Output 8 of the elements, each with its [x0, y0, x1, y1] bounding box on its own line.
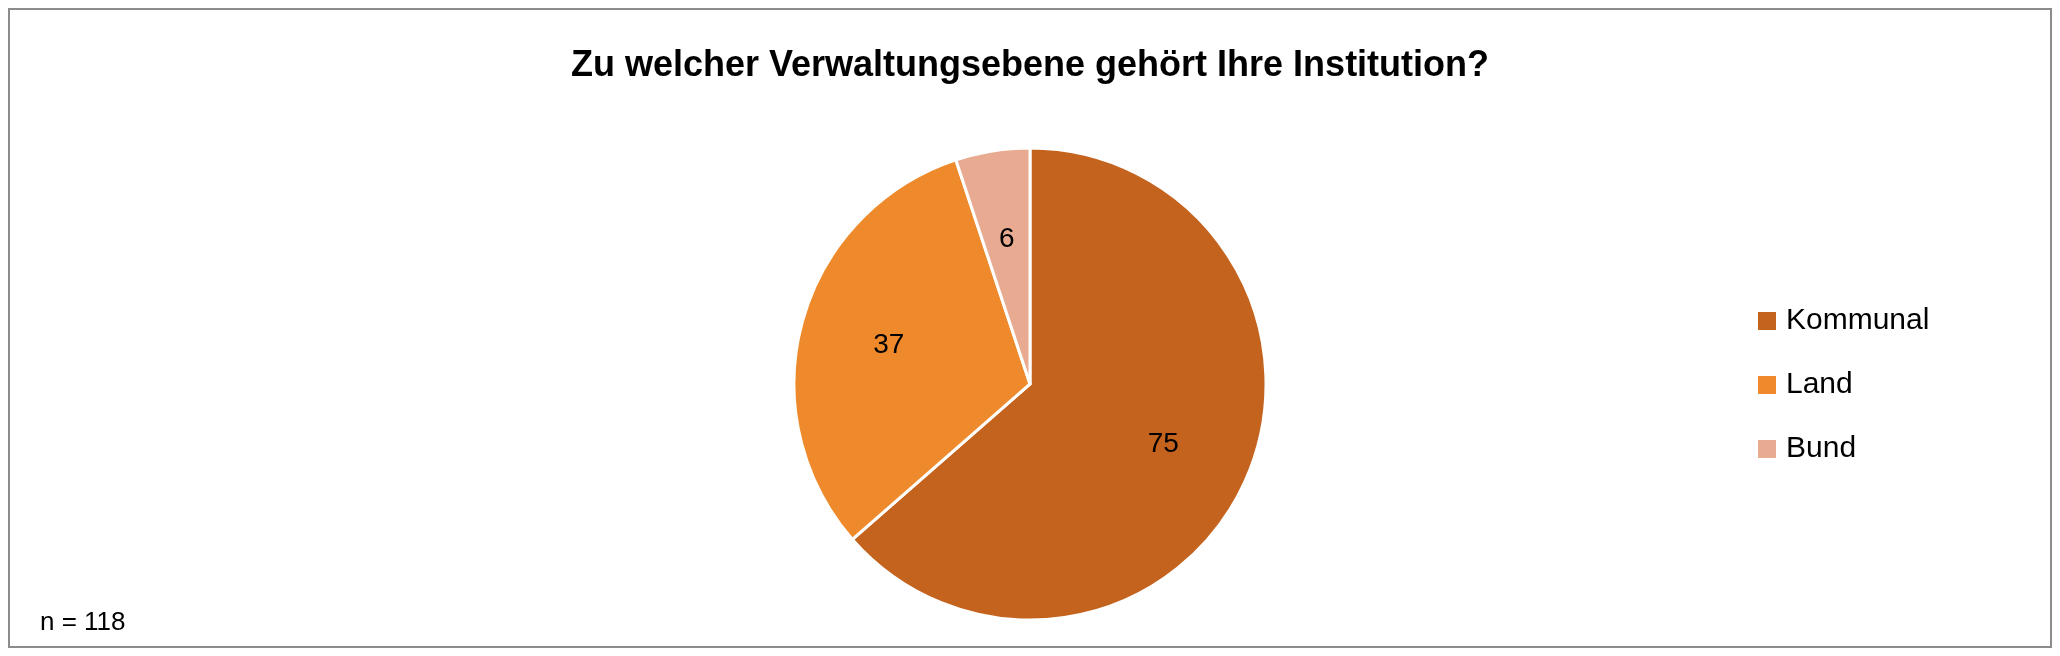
- data-label: 37: [873, 327, 905, 359]
- data-label: 6: [998, 221, 1015, 253]
- legend-label: Bund: [1786, 429, 1857, 463]
- chart-title: Zu welcher Verwaltungsebene gehört Ihre Institution?: [570, 43, 1490, 84]
- legend-label: Land: [1786, 365, 1853, 399]
- data-label: 75: [1147, 426, 1179, 458]
- text: n = 118: [40, 606, 126, 636]
- legend-label: Kommunal: [1786, 301, 1930, 335]
